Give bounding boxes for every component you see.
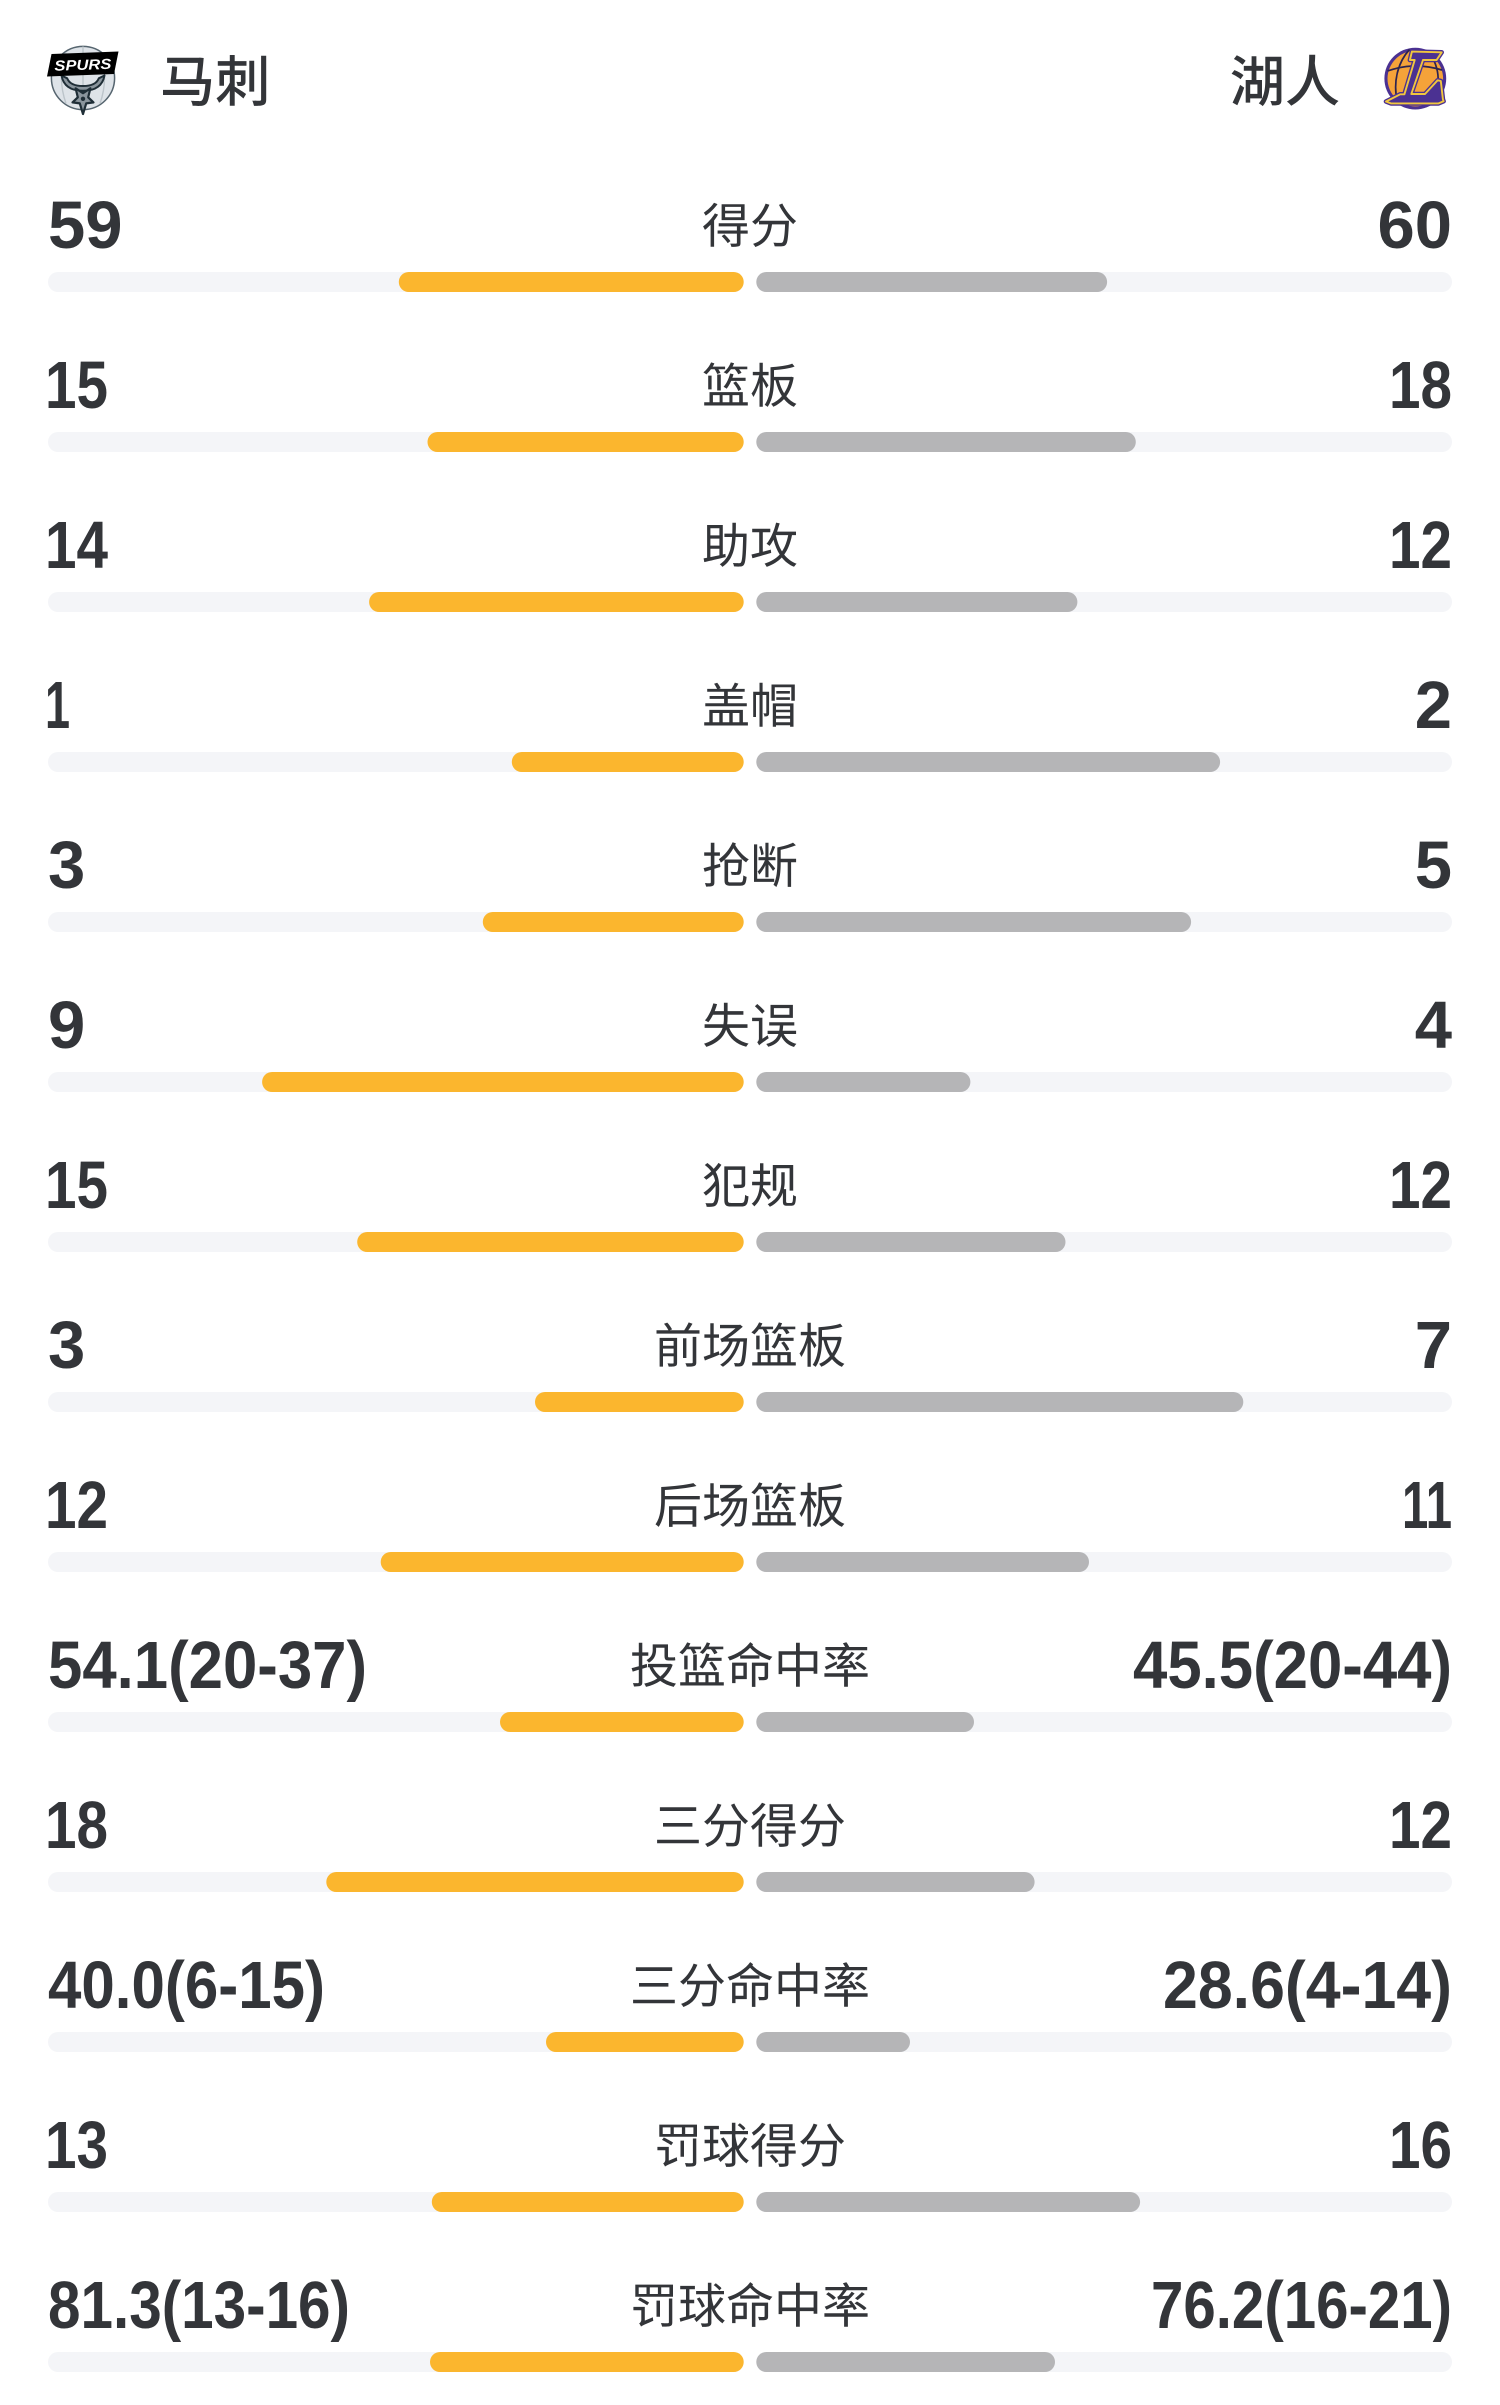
svg-text:3: 3 [48,828,85,903]
svg-text:9: 9 [48,988,85,1063]
svg-text:28.6(4-14): 28.6(4-14) [1163,1948,1452,2023]
svg-text:5: 5 [1415,828,1452,903]
svg-text:54.1(20-37): 54.1(20-37) [48,1628,367,1703]
svg-text:15: 15 [45,348,108,423]
svg-text:18: 18 [45,1788,108,1863]
svg-text:60: 60 [1377,188,1452,263]
svg-text:15: 15 [45,1148,108,1223]
svg-text:18: 18 [1389,348,1452,423]
svg-text:16: 16 [1389,2108,1452,2183]
svg-text:4: 4 [1415,988,1452,1063]
svg-text:12: 12 [1389,508,1452,583]
svg-text:SPURS: SPURS [54,57,112,75]
svg-text:1: 1 [45,668,70,743]
svg-text:3: 3 [48,1308,85,1383]
svg-text:59: 59 [48,188,123,263]
svg-text:12: 12 [1389,1148,1452,1223]
svg-text:7: 7 [1415,1308,1452,1383]
svg-text:12: 12 [45,1468,108,1543]
svg-text:2: 2 [1415,668,1452,743]
svg-text:14: 14 [45,508,108,583]
svg-text:81.3(13-16): 81.3(13-16) [48,2268,350,2343]
svg-text:45.5(20-44): 45.5(20-44) [1133,1628,1452,1703]
svg-text:76.2(16-21): 76.2(16-21) [1151,2268,1452,2343]
svg-text:11: 11 [1402,1468,1452,1543]
svg-text:13: 13 [45,2108,108,2183]
svg-text:12: 12 [1389,1788,1452,1863]
svg-text:40.0(6-15): 40.0(6-15) [48,1948,325,2023]
